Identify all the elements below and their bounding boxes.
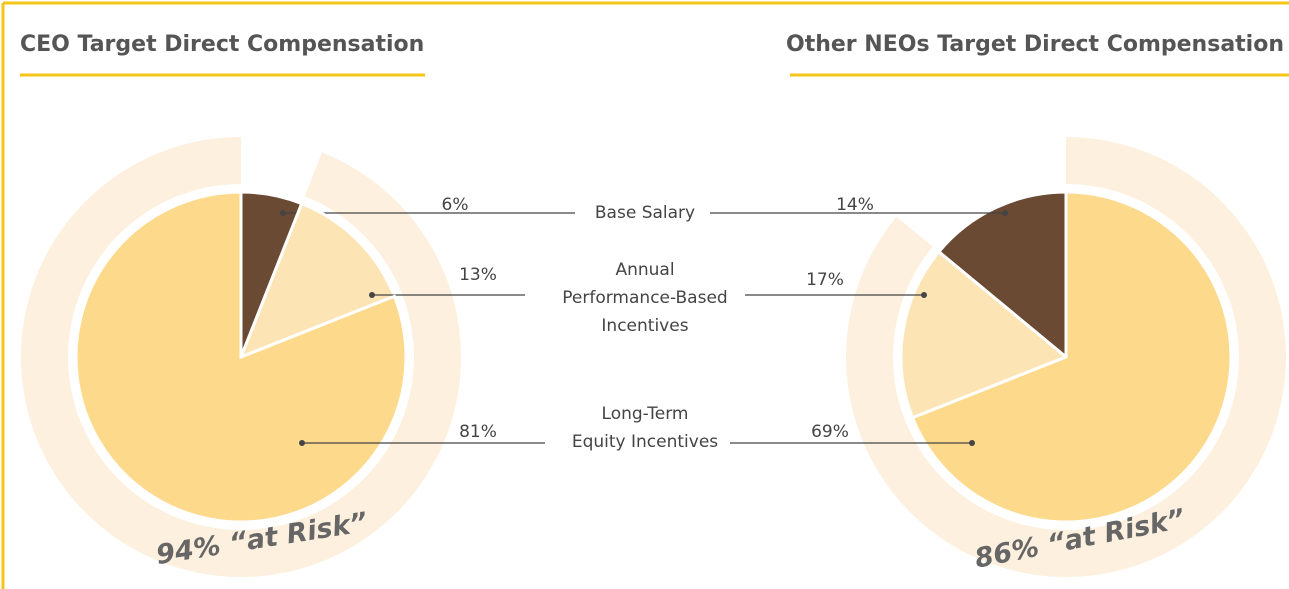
legend-label: Annual Performance-Based Incentives: [562, 260, 727, 336]
leader-dot: [280, 210, 286, 216]
legend-label: Long-Term Equity Incentives: [572, 404, 718, 452]
chart-title: CEO Target Direct Compensation: [20, 32, 424, 57]
pie-slice: [238, 201, 397, 360]
pie-slice: [936, 190, 1068, 361]
leader-dot: [369, 292, 375, 298]
data-label: 17%: [806, 270, 844, 290]
legend-line: Equity Incentives: [572, 432, 718, 452]
chart-title: Other NEOs Target Direct Compensation: [786, 32, 1284, 57]
data-label: 14%: [836, 195, 874, 215]
leader-dot: [921, 292, 927, 298]
pie-slice: [910, 190, 1233, 524]
data-label: 81%: [459, 422, 497, 442]
leader-dot: [299, 440, 305, 446]
data-label: 6%: [442, 195, 469, 215]
legend-line: Annual: [615, 260, 674, 280]
pie-slice: [74, 190, 408, 524]
leader-dot: [1002, 210, 1008, 216]
legend-line: Long-Term: [602, 404, 689, 424]
data-label: 69%: [811, 422, 849, 442]
leader-dot: [969, 440, 975, 446]
legend-label: Base Salary: [595, 203, 695, 223]
legend-line: Base Salary: [595, 203, 695, 223]
legend-line: Incentives: [601, 316, 688, 336]
data-label: 13%: [459, 265, 497, 285]
legend-line: Performance-Based: [562, 288, 727, 308]
pie-slice: [899, 249, 1069, 420]
